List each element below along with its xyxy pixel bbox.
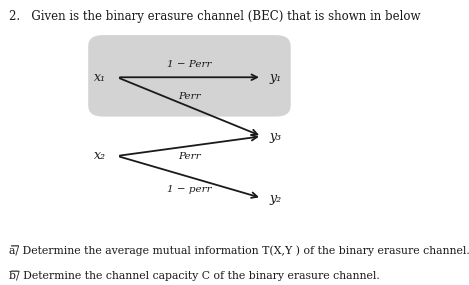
Text: b/ Determine the channel capacity C of the binary erasure channel.: b/ Determine the channel capacity C of t… xyxy=(8,271,379,281)
Text: 2.   Given is the binary erasure channel (BEC) that is shown in below: 2. Given is the binary erasure channel (… xyxy=(8,10,420,23)
Text: y₂: y₂ xyxy=(269,192,281,205)
Text: Perr: Perr xyxy=(178,92,201,101)
Text: x₁: x₁ xyxy=(94,71,106,84)
Text: x₂: x₂ xyxy=(94,149,106,162)
Text: Perr: Perr xyxy=(178,152,201,161)
Text: 1 − Perr: 1 − Perr xyxy=(167,60,212,69)
FancyBboxPatch shape xyxy=(88,35,291,117)
Text: y₁: y₁ xyxy=(269,71,281,84)
Text: y₃: y₃ xyxy=(269,130,281,143)
Text: 1 − perr: 1 − perr xyxy=(167,186,212,194)
Text: a/ Determine the average mutual information T(X,Y ) of the binary erasure channe: a/ Determine the average mutual informat… xyxy=(8,246,469,256)
